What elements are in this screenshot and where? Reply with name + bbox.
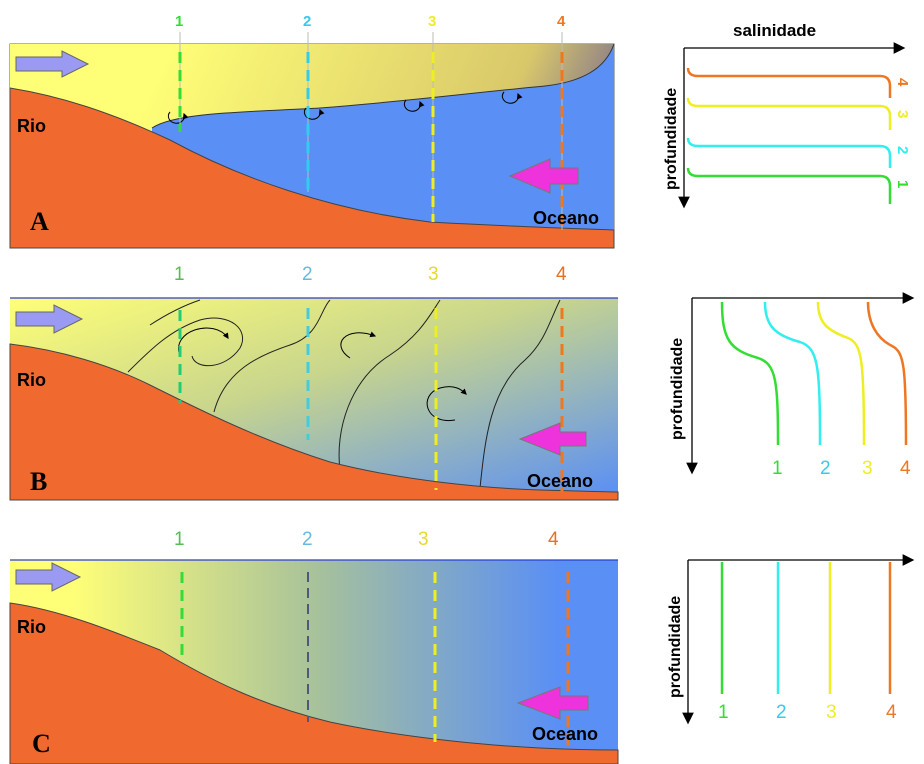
profile-a-depth-label: profundidade (663, 88, 680, 190)
profile-c-label-4: 4 (886, 702, 897, 723)
panel-c-station-2-label: 2 (302, 529, 313, 550)
profile-b-curve-3 (816, 301, 866, 446)
profile-b-label-3: 3 (862, 458, 873, 479)
panel-b-river-arrow (15, 304, 84, 334)
profile-a-label-4: 4 (894, 78, 911, 87)
panel-a-eddy-4 (501, 91, 523, 104)
panel-c-land (9, 602, 619, 764)
panel-a-eddy-1 (167, 111, 189, 124)
panel-c-station-4-label: 4 (548, 529, 559, 550)
panel-b-isohaline-3 (338, 299, 441, 471)
profile-c: profundidade 1 2 3 4 (667, 554, 915, 725)
profile-c-label-2: 2 (776, 702, 787, 723)
panel-a-ocean-arrow (508, 158, 579, 194)
profile-a-label-3: 3 (894, 110, 911, 118)
profile-b-label-4: 4 (900, 458, 911, 479)
panel-a-station-1-label: 1 (175, 13, 183, 30)
profile-a-curve-1 (686, 167, 892, 204)
panel-b: 1 2 3 4 Rio Oceano B (9, 264, 619, 501)
panel-b-ocean-arrow (518, 422, 587, 456)
panel-c: 1 2 3 4 Rio Oceano C (9, 529, 619, 764)
panel-c-river-arrow (15, 562, 82, 592)
panel-a-eddy-3 (403, 99, 425, 112)
profile-a-label-1: 1 (894, 180, 911, 188)
panel-b-isohaline-1 (127, 317, 243, 373)
panel-b-eddy-2 (340, 331, 377, 359)
panel-b-letter: B (30, 467, 47, 496)
profile-c-label-1: 1 (718, 702, 729, 723)
panel-b-river-label: Rio (17, 370, 46, 390)
profile-c-depth-label: profundidade (667, 596, 684, 698)
profile-c-label-3: 3 (826, 702, 837, 723)
profile-b-curve-4 (866, 301, 908, 446)
panel-b-ocean-label: Oceano (527, 471, 593, 491)
panel-a-river-arrow (15, 50, 90, 78)
panel-a-ocean-label: Oceano (533, 208, 599, 228)
panel-b-station-4-label: 4 (556, 264, 567, 285)
panel-c-river-label: Rio (17, 617, 46, 637)
salinity-axis-label: salinidade (733, 21, 816, 40)
profile-b: profundidade 1 2 3 4 (669, 292, 915, 479)
profile-b-label-2: 2 (820, 458, 831, 479)
panel-b-isohaline-2 (213, 299, 331, 413)
panel-b-station-3-label: 3 (428, 264, 439, 285)
panel-a-station-3-label: 3 (428, 13, 436, 30)
panel-c-station-3-label: 3 (418, 529, 429, 550)
profile-a-label-2: 2 (894, 146, 911, 154)
profile-a-curve-4 (686, 67, 892, 98)
profile-a-curve-3 (686, 97, 892, 130)
panel-a-river-label: Rio (17, 116, 46, 136)
panel-b-station-2-label: 2 (302, 264, 313, 285)
panel-b-land (9, 343, 619, 501)
panel-a-halocline (151, 43, 615, 129)
panel-b-isohaline-4 (479, 299, 561, 489)
panel-a-eddy-2 (303, 107, 325, 120)
profile-b-depth-label: profundidade (669, 338, 686, 440)
panel-c-station-1-label: 1 (174, 529, 185, 550)
panel-c-ocean-arrow (516, 686, 589, 720)
profile-a-curve-2 (686, 137, 892, 168)
panel-c-letter: C (32, 729, 51, 758)
panel-a-letter: A (30, 207, 49, 236)
profile-a: salinidade profundidade 4 3 2 1 (663, 21, 911, 209)
panel-b-station-1-label: 1 (174, 264, 185, 285)
panel-b-isohaline-5 (149, 299, 201, 326)
panel-a-station-2-label: 2 (303, 13, 311, 30)
panel-a: 1 2 3 4 Rio Oceano A (9, 13, 615, 249)
profile-b-label-1: 1 (772, 458, 783, 479)
profile-b-curve-2 (763, 301, 822, 446)
profile-b-curve-1 (720, 301, 780, 446)
panel-c-ocean-label: Oceano (532, 724, 598, 744)
panel-a-station-4-label: 4 (557, 13, 566, 30)
panel-a-land (9, 87, 615, 249)
